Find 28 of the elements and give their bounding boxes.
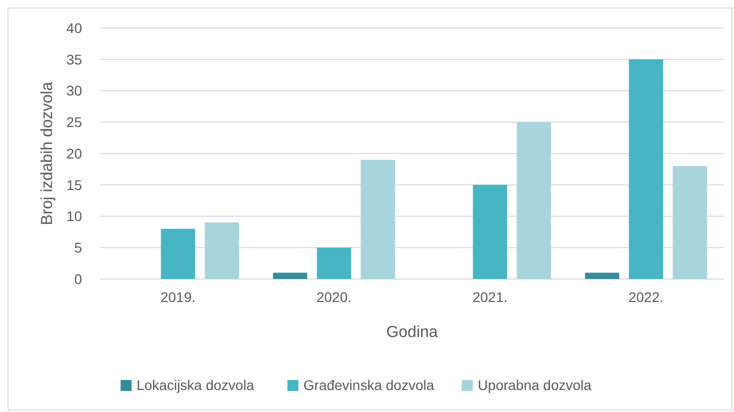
x-tick-label: 2022. xyxy=(628,289,664,305)
bar xyxy=(160,228,196,279)
legend-label: Građevinska dozvola xyxy=(303,377,434,393)
bar xyxy=(585,272,620,279)
x-tick-label: 2019. xyxy=(160,289,196,305)
y-tick-label: 15 xyxy=(66,176,82,193)
x-tick-label: 2020. xyxy=(316,289,352,305)
bar xyxy=(204,222,239,279)
bar xyxy=(516,122,551,279)
bar xyxy=(672,166,707,279)
y-tick-label: 35 xyxy=(66,51,82,68)
y-tick-label: 5 xyxy=(74,240,82,256)
y-tick-label: 25 xyxy=(66,114,82,130)
x-axis-title: Godina xyxy=(386,324,438,341)
bar xyxy=(316,248,352,279)
bar xyxy=(360,160,395,279)
y-tick-label: 40 xyxy=(66,20,82,36)
legend-label: Lokacijska dozvola xyxy=(136,377,254,393)
y-tick-label: 10 xyxy=(66,208,82,224)
y-tick-label: 0 xyxy=(74,270,82,287)
y-axis-title: Broj izdabih dozvola xyxy=(39,82,56,226)
y-tick-label: 30 xyxy=(66,82,82,99)
bar xyxy=(273,272,308,279)
x-tick-label: 2021. xyxy=(472,289,508,305)
bar xyxy=(472,184,508,279)
bar xyxy=(628,59,664,279)
y-tick-label: 20 xyxy=(66,145,82,162)
legend-label: Uporabna dozvola xyxy=(478,377,592,393)
